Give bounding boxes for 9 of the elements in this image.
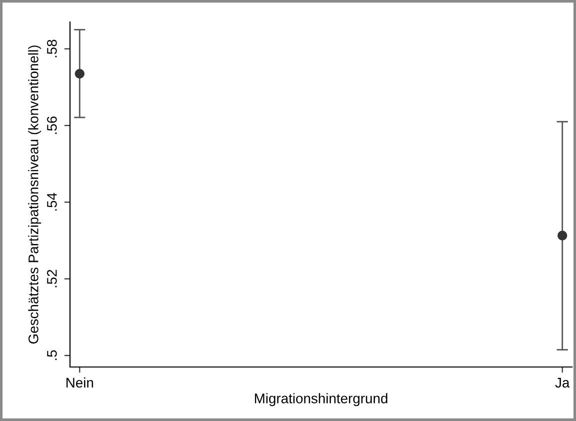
y-tick-label: .54 [47,192,57,211]
y-tick-label: .56 [47,116,57,134]
y-tick-label: .52 [47,270,57,288]
x-axis-title: Migrationshintergrund [254,393,388,406]
y-tick-label: .58 [47,40,57,58]
y-tick-label: .5 [47,350,57,360]
y-axis-title: Geschätztes Partizipationsniveau (konventionell) [28,46,42,344]
x-tick-label: Ja [555,378,570,388]
x-tick-label: Nein [66,377,94,388]
